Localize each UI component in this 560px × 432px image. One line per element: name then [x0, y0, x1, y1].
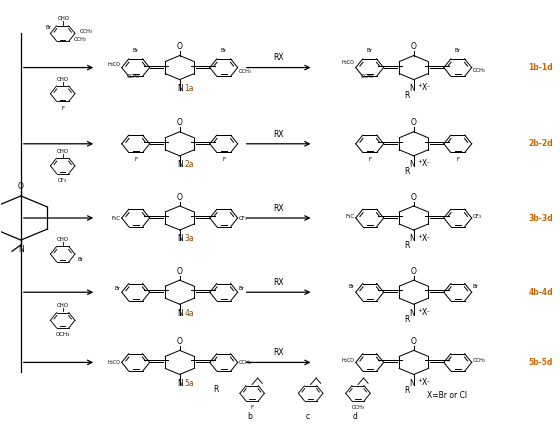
Text: N: N: [410, 84, 416, 93]
Text: O: O: [411, 118, 417, 127]
Text: F₃C: F₃C: [111, 216, 120, 220]
Text: Br: Br: [455, 48, 461, 53]
Text: RX: RX: [273, 204, 284, 213]
Text: N: N: [410, 308, 416, 318]
Text: O: O: [18, 182, 24, 191]
Text: N: N: [18, 245, 24, 254]
Text: OCH₃: OCH₃: [127, 73, 139, 79]
Text: O: O: [411, 267, 417, 276]
Text: OCH₃: OCH₃: [80, 29, 92, 34]
Text: Br: Br: [349, 284, 354, 289]
Text: 3a: 3a: [184, 235, 194, 243]
Text: CHO: CHO: [58, 16, 70, 22]
Text: N: N: [410, 160, 416, 169]
Text: RX: RX: [273, 278, 284, 287]
Text: 4a: 4a: [184, 308, 194, 318]
Text: F: F: [134, 157, 137, 162]
Text: R: R: [404, 386, 410, 395]
Text: OCH₃: OCH₃: [473, 359, 486, 363]
Text: 2a: 2a: [184, 160, 194, 169]
Text: 5a: 5a: [184, 379, 194, 388]
Text: H₃CO: H₃CO: [342, 359, 354, 363]
Text: F: F: [222, 157, 225, 162]
Text: N: N: [177, 379, 183, 388]
Text: F₃C: F₃C: [346, 214, 354, 219]
Text: O: O: [177, 337, 183, 346]
Text: R: R: [404, 241, 410, 250]
Text: Br: Br: [473, 284, 479, 289]
Text: N: N: [410, 235, 416, 244]
Text: Br: Br: [221, 48, 227, 53]
Text: RX: RX: [273, 130, 284, 139]
Text: N: N: [177, 235, 183, 244]
Text: RX: RX: [273, 54, 284, 62]
Text: R: R: [213, 385, 218, 394]
Text: R: R: [404, 91, 410, 100]
Text: OCH₃: OCH₃: [361, 73, 374, 79]
Text: CHO: CHO: [57, 237, 69, 242]
Text: R: R: [404, 315, 410, 324]
Text: +: +: [417, 159, 422, 165]
Text: O: O: [177, 42, 183, 51]
Text: Br: Br: [133, 48, 139, 53]
Text: O: O: [411, 193, 417, 202]
Text: OCH₃: OCH₃: [74, 38, 87, 42]
Text: +: +: [417, 308, 422, 313]
Text: OCH₃: OCH₃: [352, 405, 365, 410]
Text: +: +: [417, 234, 422, 238]
Text: H₃CO: H₃CO: [108, 62, 120, 67]
Text: N: N: [177, 160, 183, 169]
Text: OCH₃: OCH₃: [473, 67, 486, 73]
Text: OCH₃: OCH₃: [239, 69, 251, 74]
Text: 1a: 1a: [184, 84, 194, 93]
Text: O: O: [411, 42, 417, 51]
Text: X=Br or Cl: X=Br or Cl: [427, 391, 467, 400]
Text: R: R: [404, 167, 410, 176]
Text: 2b-2d: 2b-2d: [529, 139, 553, 148]
Text: F: F: [368, 157, 371, 162]
Text: b: b: [247, 412, 252, 421]
Text: 1b-1d: 1b-1d: [529, 63, 553, 72]
Text: H₃CO: H₃CO: [108, 360, 120, 365]
Text: X⁻: X⁻: [422, 234, 431, 242]
Text: X⁻: X⁻: [422, 378, 431, 387]
Text: F: F: [250, 405, 254, 410]
Text: Br: Br: [367, 48, 372, 53]
Text: X⁻: X⁻: [422, 83, 431, 92]
Text: F: F: [61, 106, 64, 111]
Text: X⁻: X⁻: [422, 308, 431, 317]
Text: Br: Br: [239, 286, 245, 291]
Text: N: N: [177, 308, 183, 318]
Text: +: +: [417, 378, 422, 383]
Text: +: +: [417, 83, 422, 88]
Text: Br: Br: [115, 286, 120, 291]
Text: OCH₃: OCH₃: [55, 332, 70, 337]
Text: CF₃: CF₃: [473, 214, 482, 219]
Text: CF₃: CF₃: [58, 178, 67, 183]
Text: Br: Br: [77, 257, 83, 262]
Text: O: O: [177, 193, 183, 202]
Text: 4b-4d: 4b-4d: [529, 288, 553, 297]
Text: O: O: [177, 118, 183, 127]
Text: N: N: [177, 84, 183, 93]
Text: O: O: [177, 267, 183, 276]
Text: CHO: CHO: [57, 76, 69, 82]
Text: RX: RX: [273, 348, 284, 357]
Text: 5b-5d: 5b-5d: [529, 358, 553, 367]
Text: OCH₃: OCH₃: [239, 360, 251, 365]
Text: O: O: [411, 337, 417, 346]
Text: d: d: [353, 412, 358, 421]
Text: X⁻: X⁻: [422, 159, 431, 168]
Text: CF₃: CF₃: [239, 216, 248, 220]
Text: H₃CO: H₃CO: [342, 60, 354, 65]
Text: F: F: [456, 157, 459, 162]
Text: CHO: CHO: [57, 303, 69, 308]
Text: N: N: [410, 379, 416, 388]
Text: Br: Br: [46, 25, 52, 29]
Text: c: c: [306, 412, 310, 421]
Text: CHO: CHO: [57, 149, 69, 154]
Text: 3b-3d: 3b-3d: [529, 213, 553, 222]
